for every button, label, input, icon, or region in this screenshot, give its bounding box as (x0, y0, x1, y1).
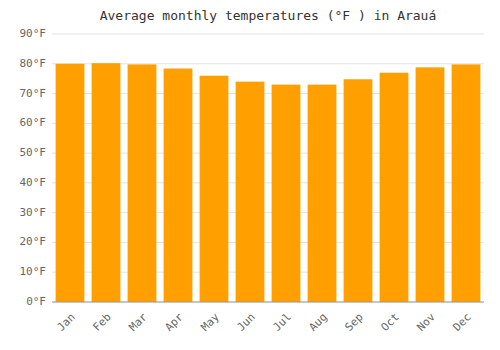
y-tick-label: 0°F (26, 295, 46, 308)
x-tick-label: Jul (271, 311, 294, 334)
y-tick-label: 20°F (20, 235, 47, 248)
x-tick-label: Aug (307, 311, 330, 334)
chart: 0°F 10°F 20°F 30°F 40°F 50°F 60°F 70°F 80°F 90°F J… (0, 0, 500, 350)
y-axis: 0°F 10°F 20°F 30°F 40°F 50°F 60°F 70°F 80°F 90°F (20, 27, 47, 308)
x-tick-label: Mar (127, 310, 151, 334)
x-tick-label: Oct (379, 311, 402, 334)
y-tick-label: 50°F (20, 146, 47, 159)
bar (200, 76, 229, 302)
y-tick-label: 30°F (20, 206, 47, 219)
y-tick-label: 80°F (20, 57, 47, 70)
bar (128, 64, 157, 302)
x-tick-label: May (199, 310, 223, 334)
grid (52, 34, 484, 302)
bar (452, 64, 481, 302)
bar (236, 82, 265, 302)
bars (56, 63, 481, 302)
y-tick-label: 90°F (20, 27, 47, 40)
grid-line (52, 34, 484, 35)
bar (344, 79, 373, 302)
bar (272, 85, 301, 302)
y-tick-label: 40°F (20, 176, 47, 189)
x-tick-label: Apr (163, 310, 187, 334)
bar (56, 64, 85, 302)
x-tick-label: Feb (91, 311, 114, 334)
bar (308, 85, 337, 302)
x-tick-label: Sep (343, 311, 366, 334)
y-tick-label: 10°F (20, 265, 47, 278)
x-tick-label: Nov (415, 310, 439, 334)
x-axis: Jan Feb Mar Apr May Jun Jul Aug Sep Oct Nov Dec (55, 310, 474, 334)
bar (416, 67, 445, 302)
x-tick-label: Jun (235, 311, 258, 334)
bar (164, 69, 193, 302)
bar (92, 63, 121, 302)
x-axis-line (52, 302, 484, 303)
y-tick-label: 60°F (20, 116, 47, 129)
grid-line (52, 302, 484, 303)
bar (380, 73, 409, 302)
y-tick-label: 70°F (20, 87, 47, 100)
x-tick-label: Dec (451, 311, 474, 334)
title: Average monthly temperatures (°F ) in Ar… (100, 8, 437, 23)
x-tick-label: Jan (55, 311, 78, 334)
